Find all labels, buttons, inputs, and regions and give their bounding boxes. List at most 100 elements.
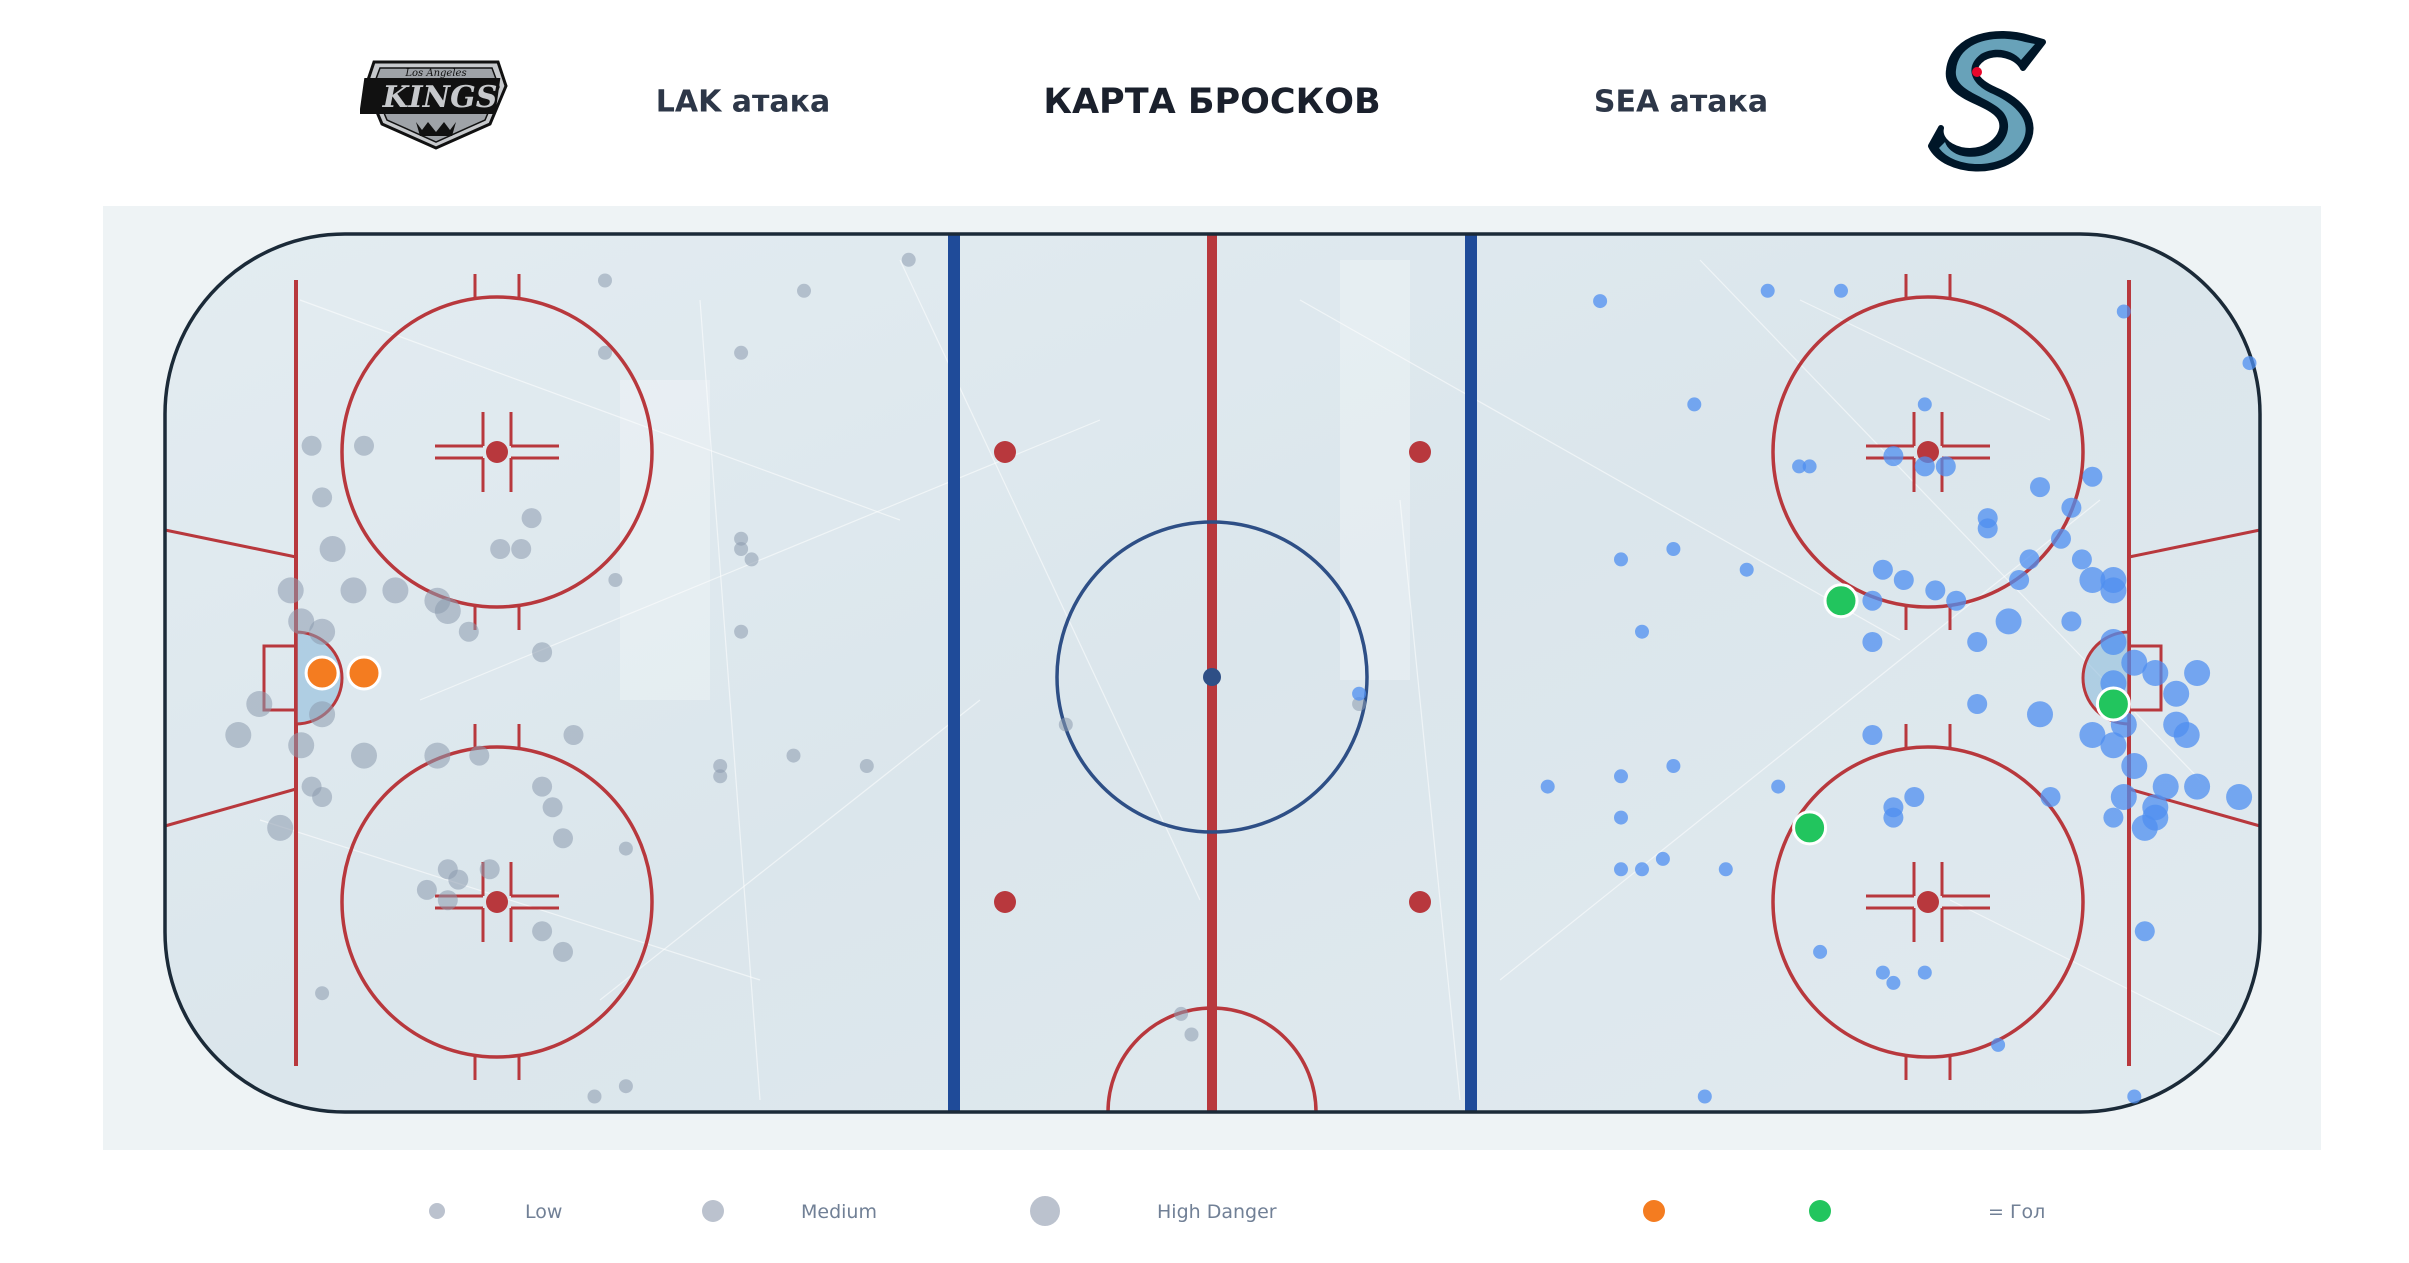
lak-shot-point (434, 598, 461, 624)
lak-shot-point (734, 624, 749, 639)
legend-low-label: Low (525, 1201, 562, 1223)
lak-shot-point (521, 508, 542, 529)
lak-shot-point (542, 797, 563, 818)
sea-shot-point (2116, 304, 2131, 319)
sea-shot-point (1925, 580, 1946, 601)
lak-shot-point (618, 841, 633, 856)
sea-shot-point (1593, 294, 1608, 309)
sea-shot-point (1967, 632, 1988, 652)
lak-shot-point (713, 769, 728, 784)
lak-shot-point (587, 1089, 602, 1104)
lak-shot-point (598, 273, 612, 288)
sea-shot-point (2100, 577, 2127, 604)
neutral-faceoff-dot (1409, 441, 1431, 463)
sea-shot-point (1904, 787, 1925, 807)
legend-goal-label: = Гол (1988, 1201, 2045, 1223)
sea-shot-point (2163, 680, 2190, 707)
zone-faceoff-circle (340, 745, 654, 1059)
lak-shot-point (734, 531, 749, 546)
sea-shot-point (2079, 722, 2106, 748)
legend-medium-marker (702, 1200, 724, 1222)
sea-shot-point (1872, 559, 1893, 580)
lak-shot-point (734, 542, 749, 556)
lak-shot-point (511, 539, 532, 559)
legend-low-marker (429, 1203, 445, 1219)
sea-shot-point (1697, 1089, 1712, 1104)
lak-shot-point (1058, 717, 1073, 732)
sea-shot-point (1614, 810, 1628, 825)
sea-shot-point (1614, 862, 1628, 877)
lak-shot-point (469, 745, 490, 766)
lak-shot-point (901, 252, 916, 267)
sea-shot-point (2184, 660, 2211, 686)
sea-shot-point (2242, 356, 2257, 371)
sea-shot-point (2121, 753, 2148, 779)
sea-shot-point (1875, 965, 1890, 980)
lak-shot-point (312, 787, 333, 807)
lak-shot-point (734, 345, 749, 360)
lak-shot-point (797, 283, 811, 298)
sea-shot-point (2134, 921, 2155, 942)
sea-shot-point (1614, 552, 1628, 567)
sea-shot-point (1862, 725, 1883, 745)
sea-shot-point (1995, 608, 2022, 635)
rink-boards (163, 232, 2262, 1114)
sea-goal-point (2095, 686, 2131, 722)
lak-shot-point (354, 435, 374, 456)
sea-shot-point (2121, 649, 2148, 676)
sea-shot-point (2100, 732, 2127, 759)
lak-shot-point (744, 552, 759, 567)
right-team-label: SEA атака (1593, 84, 1769, 120)
sea-shot-point (1977, 518, 1998, 539)
sea-shot-point (1991, 1037, 2006, 1052)
sea-shot-point (1917, 397, 1932, 412)
legend-high-label: High Danger (1157, 1201, 1277, 1223)
lak-shot-point (532, 642, 553, 663)
lak-shot-point (288, 732, 315, 759)
sea-shot-point (2226, 784, 2253, 810)
lak-shot-point (267, 814, 294, 841)
sea-shot-point (1666, 542, 1681, 556)
sea-shot-point (1802, 459, 1817, 474)
sea-shot-point (1655, 851, 1670, 866)
lak-shot-point (340, 577, 367, 604)
legend-medium-label: Medium (801, 1201, 877, 1223)
zone-faceoff-dot (1917, 891, 1939, 913)
lak-shot-point (312, 487, 333, 508)
lak-shot-point (553, 941, 573, 962)
lak-shot-point (786, 748, 801, 763)
sea-shot-point (2100, 629, 2127, 655)
lak-shot-point (301, 435, 322, 456)
left-team-label: LAK атака (655, 84, 831, 120)
faceoff-hash-marks (1866, 274, 1990, 630)
sea-shot-point (1813, 944, 1828, 959)
sea-shot-point (2051, 528, 2071, 549)
lak-shot-point (618, 1079, 633, 1094)
sea-shot-point (1883, 807, 1904, 828)
lak-shot-point (309, 701, 336, 728)
center-faceoff-dot (1203, 668, 1221, 686)
sea-shot-point (2079, 567, 2106, 593)
lak-shot-point (319, 536, 346, 562)
sea-shot-point (1917, 965, 1932, 980)
sea-shot-point (2027, 701, 2053, 728)
legend-high-marker (1030, 1196, 1060, 1226)
sea-shot-point (1862, 632, 1883, 652)
faceoff-hash-marks (435, 724, 559, 1080)
lak-shot-point (225, 722, 252, 748)
neutral-faceoff-dot (994, 441, 1016, 463)
sea-shot-point (1635, 624, 1649, 639)
lak-shot-point (553, 828, 573, 849)
center-faceoff-circle (1055, 520, 1369, 834)
sea-shot-point (2184, 773, 2211, 800)
lak-shot-point (479, 859, 500, 880)
seattle-kraken-logo (1925, 28, 2050, 180)
lak-shot-point (1352, 697, 1367, 711)
sea-shot-point (1540, 779, 1555, 794)
neutral-faceoff-dot (994, 891, 1016, 913)
sea-shot-point (2061, 497, 2082, 518)
shot-marks (225, 252, 2257, 1104)
lak-shot-point (351, 742, 377, 769)
zone-faceoff-circle (340, 295, 654, 609)
